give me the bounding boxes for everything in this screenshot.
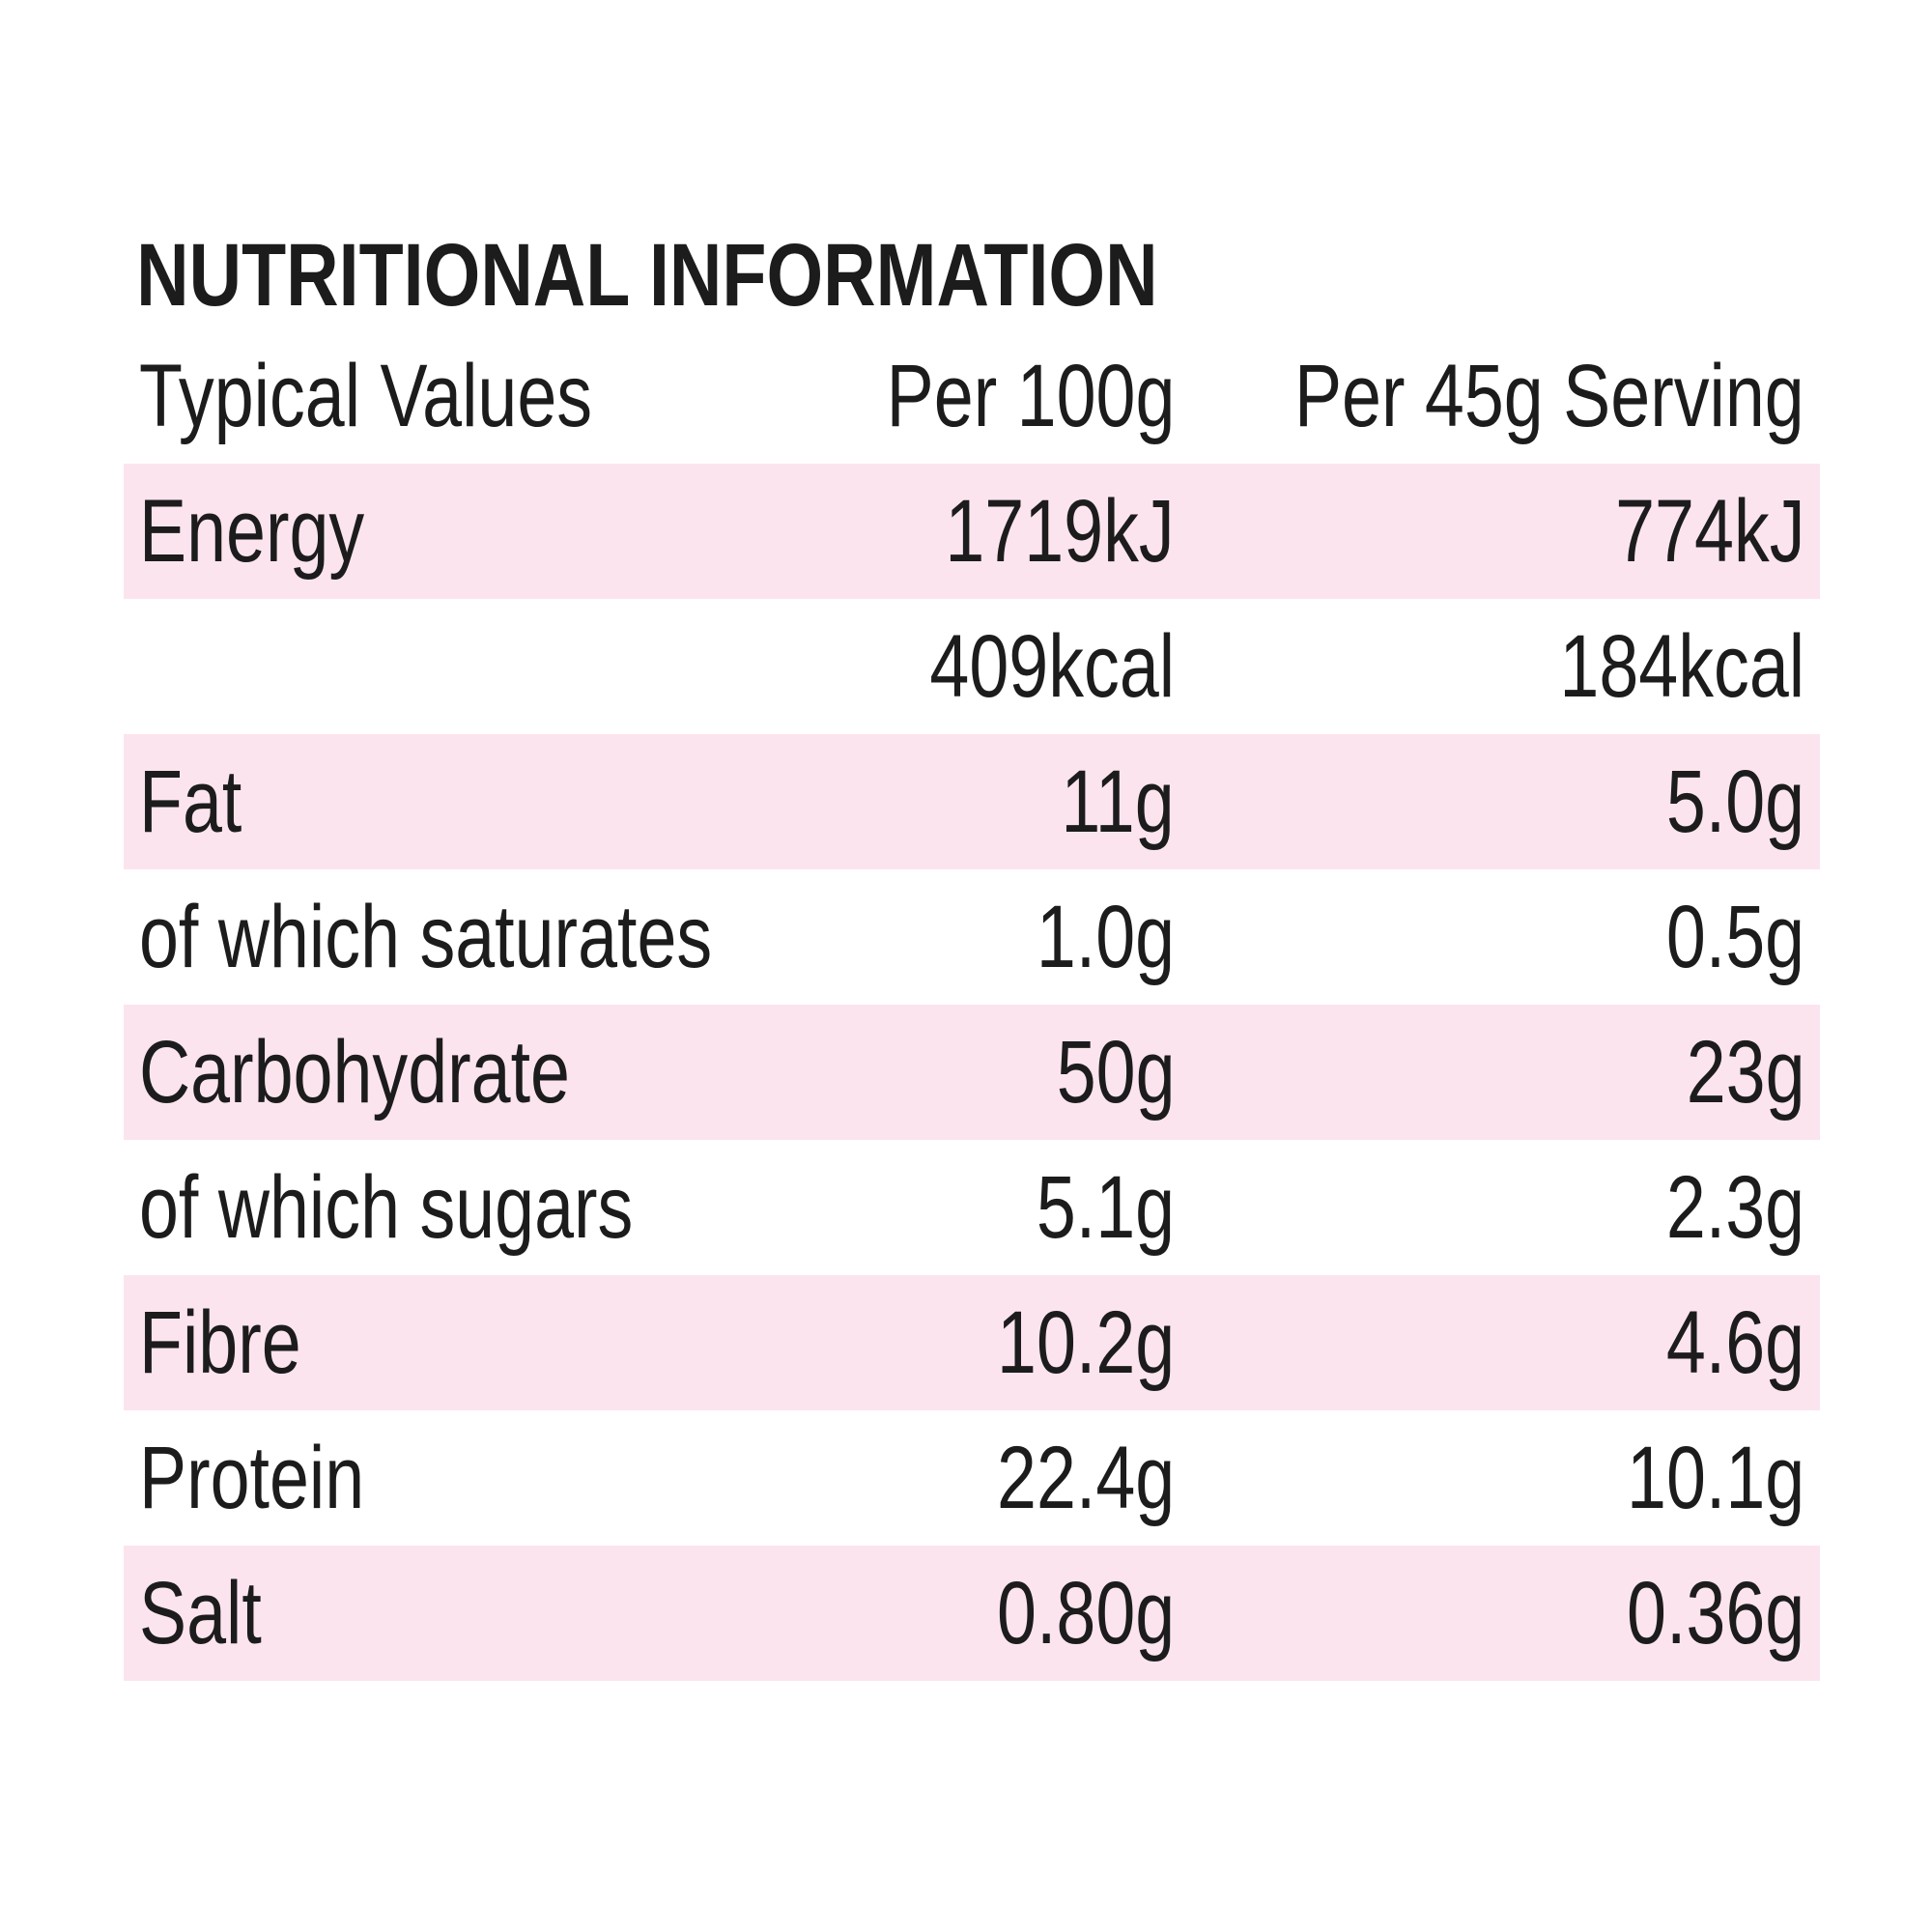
header-per-100g: Per 100g xyxy=(886,347,1175,445)
panel-title: NUTRITIONAL INFORMATION xyxy=(136,226,1158,325)
value-per-serving: 4.6g xyxy=(1665,1293,1804,1392)
value-per-100g: 1.0g xyxy=(1036,888,1175,986)
value-per-serving: 2.3g xyxy=(1665,1158,1804,1257)
header-typical-values: Typical Values xyxy=(139,347,593,445)
nutrient-row-energy-kj: Energy 1719kJ 774kJ xyxy=(124,464,1820,599)
value-per-serving: 0.5g xyxy=(1665,888,1804,986)
nutrient-name: of which sugars xyxy=(139,1158,634,1257)
nutrient-row-sugars: of which sugars 5.1g 2.3g xyxy=(124,1140,1820,1275)
nutrient-name: Energy xyxy=(139,482,365,581)
value-per-serving: 0.36g xyxy=(1626,1564,1804,1662)
nutrient-row-fat: Fat 11g 5.0g xyxy=(124,734,1820,869)
value-per-100g: 10.2g xyxy=(996,1293,1175,1392)
header-row: Typical Values Per 100g Per 45g Serving xyxy=(124,328,1820,464)
value-per-serving: 184kcal xyxy=(1559,617,1804,716)
nutrition-panel: NUTRITIONAL INFORMATION Typical Values P… xyxy=(124,222,1820,1681)
value-per-100g: 1719kJ xyxy=(945,482,1175,581)
nutrient-name: Fibre xyxy=(139,1293,301,1392)
nutrient-name: Salt xyxy=(139,1564,262,1662)
value-per-100g: 5.1g xyxy=(1036,1158,1175,1257)
value-per-100g: 409kcal xyxy=(929,617,1175,716)
nutrient-row-saturates: of which saturates 1.0g 0.5g xyxy=(124,869,1820,1005)
value-per-serving: 774kJ xyxy=(1614,482,1804,581)
value-per-100g: 11g xyxy=(1061,753,1175,851)
value-per-100g: 22.4g xyxy=(996,1429,1175,1527)
nutrient-row-energy-kcal: 409kcal 184kcal xyxy=(124,599,1820,734)
value-per-serving: 10.1g xyxy=(1626,1429,1804,1527)
value-per-100g: 50g xyxy=(1056,1023,1175,1122)
value-per-serving: 5.0g xyxy=(1665,753,1804,851)
nutrient-row-protein: Protein 22.4g 10.1g xyxy=(124,1410,1820,1546)
nutrient-name: Fat xyxy=(139,753,242,851)
header-per-serving: Per 45g Serving xyxy=(1294,347,1804,445)
value-per-100g: 0.80g xyxy=(996,1564,1175,1662)
nutrient-row-carbohydrate: Carbohydrate 50g 23g xyxy=(124,1005,1820,1140)
nutrient-name: of which saturates xyxy=(139,888,713,986)
nutrient-name: Protein xyxy=(139,1429,365,1527)
value-per-serving: 23g xyxy=(1686,1023,1804,1122)
nutrient-name: Carbohydrate xyxy=(139,1023,570,1122)
nutrient-row-salt: Salt 0.80g 0.36g xyxy=(124,1546,1820,1681)
nutrient-row-fibre: Fibre 10.2g 4.6g xyxy=(124,1275,1820,1410)
